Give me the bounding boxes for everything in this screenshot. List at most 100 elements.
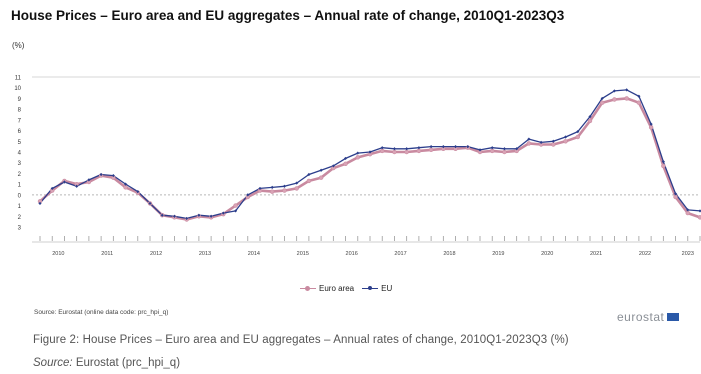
data-point-eu — [319, 168, 323, 172]
x-year-label: 2019 — [492, 251, 504, 257]
data-point-euro-area — [428, 147, 434, 153]
data-point-euro-area — [563, 139, 568, 144]
data-point-euro-area — [624, 96, 629, 101]
euro-area-swatch-icon — [300, 285, 316, 292]
chart-legend: Euro area EU — [300, 284, 392, 293]
data-point-euro-area — [270, 189, 275, 194]
y-tick-label: 1 — [18, 204, 22, 210]
data-point-eu — [637, 94, 641, 98]
data-point-eu — [233, 209, 238, 213]
data-point-eu — [209, 214, 213, 218]
data-point-eu — [99, 172, 103, 177]
y-tick-label: 1 — [18, 183, 22, 189]
source-text: Eurostat (prc_hpi_q) — [75, 357, 181, 369]
quarter-tick-marks — [39, 236, 701, 241]
data-point-eu — [160, 213, 164, 217]
data-point-euro-area — [673, 194, 678, 200]
data-point-eu — [625, 88, 629, 92]
data-point-eu — [539, 140, 543, 144]
data-point-eu — [258, 186, 262, 191]
data-point-eu — [515, 147, 519, 151]
data-point-eu — [453, 145, 458, 149]
y-tick-label: 11 — [15, 76, 22, 82]
x-year-label: 2020 — [541, 251, 553, 257]
data-point-eu — [148, 201, 152, 206]
data-point-eu — [62, 180, 67, 184]
data-point-eu — [466, 145, 470, 149]
data-point-euro-area — [526, 141, 532, 146]
series-line-euro-area — [38, 97, 701, 221]
x-year-label: 2021 — [590, 251, 602, 257]
data-point-eu — [356, 151, 360, 155]
data-point-euro-area — [600, 100, 605, 105]
data-point-euro-area — [502, 149, 507, 155]
y-tick-label: 7 — [18, 118, 22, 124]
source-label: Source: — [33, 357, 73, 369]
data-point-euro-area — [404, 149, 409, 155]
eu-flag-icon — [667, 313, 680, 321]
data-point-euro-area — [648, 125, 654, 130]
x-axis-year-labels: 2010 2011 2012 2013 2014 2015 2016 2017 2018 2019… — [52, 251, 694, 257]
figure-source: Source: Eurostat (prc_hpi_q) — [33, 357, 180, 369]
data-point-eu — [502, 147, 507, 151]
data-point-eu — [673, 192, 678, 196]
data-point-eu — [600, 96, 604, 101]
data-point-euro-area — [636, 100, 642, 105]
data-point-eu — [246, 193, 250, 197]
data-point-euro-area — [294, 186, 299, 191]
data-point-eu — [111, 173, 115, 178]
data-point-eu — [392, 147, 397, 151]
y-tick-label: 10 — [14, 86, 21, 92]
y-tick-label: 2 — [18, 215, 22, 221]
y-tick-label: 5 — [18, 140, 22, 146]
data-point-eu — [405, 147, 409, 151]
data-point-euro-area — [685, 210, 690, 216]
series-points — [37, 88, 701, 222]
data-point-eu — [185, 216, 189, 221]
data-point-eu — [612, 89, 617, 93]
legend-item-euro-area: Euro area — [300, 284, 354, 293]
logo-text: eurostat — [617, 310, 665, 324]
data-point-eu — [295, 181, 299, 185]
x-year-label: 2013 — [199, 251, 211, 257]
data-point-euro-area — [355, 155, 360, 160]
data-point-euro-area — [123, 185, 128, 190]
y-tick-label: 4 — [18, 151, 22, 157]
data-point-eu — [270, 185, 274, 189]
data-point-euro-area — [282, 188, 287, 193]
data-point-euro-area — [416, 148, 422, 154]
data-point-eu — [649, 122, 653, 126]
data-point-euro-area — [587, 118, 593, 124]
data-point-eu — [686, 208, 690, 212]
data-point-eu — [38, 201, 42, 206]
data-point-eu — [221, 211, 225, 215]
y-tick-label: 9 — [18, 97, 22, 103]
data-point-eu — [417, 146, 421, 150]
data-point-eu — [368, 150, 372, 154]
data-point-eu — [527, 137, 531, 141]
chart-title: House Prices – Euro area and EU aggregat… — [11, 8, 565, 23]
data-point-eu — [172, 214, 177, 218]
data-point-euro-area — [233, 203, 238, 208]
data-point-eu — [576, 130, 580, 134]
data-point-eu — [698, 209, 701, 213]
y-tick-label: 3 — [18, 226, 22, 232]
data-point-euro-area — [551, 142, 556, 147]
x-year-label: 2016 — [346, 251, 358, 257]
y-tick-label: 6 — [18, 129, 22, 135]
data-point-eu — [661, 160, 665, 164]
x-year-label: 2022 — [639, 251, 651, 257]
chart-source-note: Source: Eurostat (online data code: prc_… — [34, 309, 169, 316]
x-year-label: 2012 — [150, 251, 162, 257]
data-point-eu — [75, 184, 79, 188]
x-year-label: 2015 — [297, 251, 309, 257]
x-year-label: 2011 — [101, 251, 113, 257]
data-point-eu — [429, 145, 433, 149]
legend-label-euro-area: Euro area — [319, 284, 355, 293]
data-point-euro-area — [612, 97, 617, 102]
data-point-eu — [478, 148, 482, 152]
y-tick-label: 0 — [18, 193, 22, 199]
data-point-eu — [307, 172, 311, 177]
